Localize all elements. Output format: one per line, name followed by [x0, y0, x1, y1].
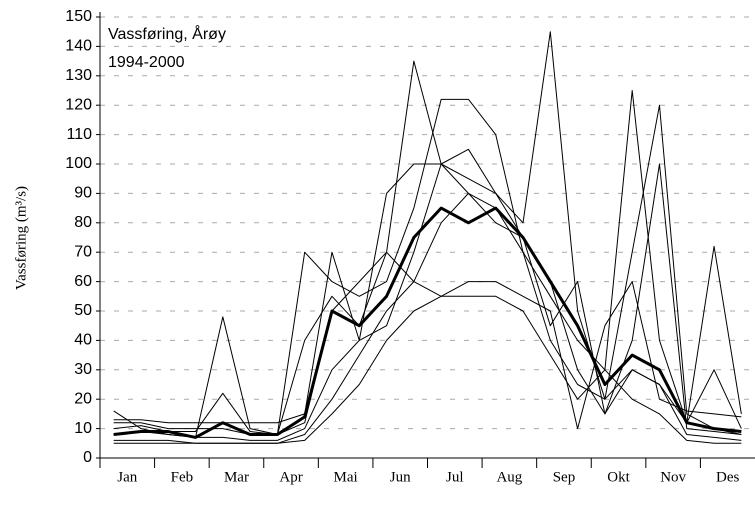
x-tick-label: Sep — [553, 469, 576, 485]
y-tick-label: 100 — [65, 155, 92, 172]
x-tick-label: Nov — [660, 469, 686, 485]
series-line — [113, 251, 742, 435]
y-tick-label: 70 — [74, 243, 92, 260]
series-line — [113, 31, 742, 438]
series-line — [113, 90, 742, 435]
y-tick-label: 140 — [65, 38, 92, 55]
y-tick-label: 120 — [65, 96, 92, 113]
y-tick-label: 130 — [65, 67, 92, 84]
y-tick-label: 30 — [74, 361, 92, 378]
y-tick-label: 80 — [74, 214, 92, 231]
x-tick-label: Jan — [117, 469, 137, 485]
y-tick-label: 20 — [74, 390, 92, 407]
series-line — [113, 148, 742, 441]
x-tick-label: Des — [716, 469, 739, 485]
y-tick-label: 40 — [74, 332, 92, 349]
annotation: Vassføring, Årøy — [108, 24, 226, 43]
y-tick-label: 90 — [74, 185, 92, 202]
annotation: 1994-2000 — [108, 54, 185, 71]
y-tick-label: 60 — [74, 273, 92, 290]
x-tick-label: Okt — [607, 469, 630, 485]
x-tick-label: Feb — [171, 469, 194, 485]
series-line — [113, 295, 742, 444]
y-tick-label: 10 — [74, 420, 92, 437]
x-tick-label: Aug — [496, 469, 522, 485]
x-tick-label: Apr — [279, 469, 302, 485]
y-tick-label: 110 — [66, 126, 92, 143]
series-line — [113, 206, 742, 439]
x-tick-label: Mai — [334, 469, 358, 485]
x-tick-label: Mar — [224, 469, 249, 485]
y-tick-label: 50 — [74, 302, 92, 319]
series-line — [113, 163, 742, 429]
y-tick-label: 0 — [83, 449, 92, 466]
x-tick-label: Jun — [390, 469, 411, 485]
y-axis-label: Vassføring (m³/s) — [13, 186, 29, 290]
x-tick-label: Jul — [446, 469, 464, 485]
y-tick-label: 150 — [65, 8, 92, 25]
